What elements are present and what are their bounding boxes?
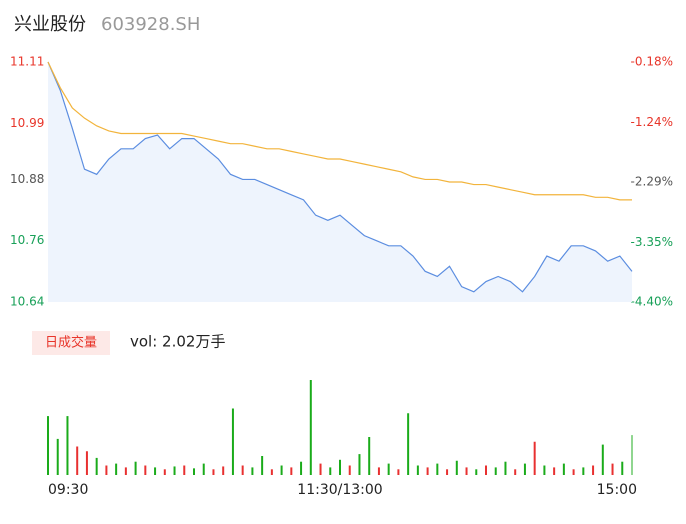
volume-bar	[446, 469, 449, 475]
volume-bar	[416, 465, 419, 475]
stock-name: 兴业股份	[14, 14, 86, 35]
volume-bar	[407, 413, 410, 475]
volume-bar	[261, 456, 264, 475]
volume-bar	[251, 467, 254, 475]
y2-tick-label: -1.24%	[631, 115, 673, 129]
volume-bar	[358, 454, 361, 475]
volume-bar	[621, 461, 624, 475]
volume-bar	[601, 444, 604, 475]
volume-bar	[485, 465, 487, 475]
volume-bar	[163, 469, 166, 475]
y-tick-label: 10.64	[10, 295, 44, 309]
volume-bar	[154, 467, 157, 475]
volume-bar	[329, 467, 332, 475]
volume-bar	[455, 460, 458, 475]
y-tick-label: 10.88	[10, 172, 44, 186]
volume-bar	[339, 459, 341, 475]
volume-bar	[300, 461, 303, 475]
y2-tick-label: -0.18%	[631, 55, 673, 69]
volume-bar	[572, 469, 575, 475]
volume-bar	[66, 416, 69, 475]
volume-bar	[173, 466, 176, 475]
volume-bar	[562, 463, 565, 475]
series-line	[47, 61, 632, 201]
volume-bar	[290, 467, 293, 475]
volume-bar	[134, 461, 137, 475]
volume-bar	[582, 467, 585, 475]
volume-bar	[533, 441, 536, 475]
series-line	[47, 61, 633, 293]
volume-bar	[504, 461, 507, 475]
volume-bar	[426, 467, 429, 475]
volume-bar	[368, 437, 371, 475]
volume-bar	[436, 463, 439, 475]
volume-total: vol: 2.02万手	[130, 333, 225, 351]
volume-bar	[592, 465, 595, 475]
volume-bar	[231, 408, 234, 475]
volume-bar	[631, 435, 633, 475]
volume-bar	[319, 463, 322, 475]
volume-bar	[95, 457, 98, 475]
volume-bar	[144, 465, 147, 475]
volume-bar	[543, 465, 546, 475]
stock-code: 603928.SH	[101, 14, 200, 35]
y-tick-label: 10.76	[10, 233, 44, 247]
volume-bar	[377, 467, 380, 475]
volume-bar	[465, 467, 468, 475]
volume-bar	[47, 416, 49, 475]
volume-bar	[280, 465, 283, 475]
volume-bar	[514, 469, 517, 475]
volume-bar	[202, 463, 205, 475]
volume-bar	[183, 465, 186, 475]
price-area	[48, 62, 632, 302]
volume-bar	[76, 446, 79, 475]
volume-bar	[85, 451, 88, 475]
y2-tick-label: -4.40%	[631, 295, 673, 309]
x-tick-label: 11:30/13:00	[297, 482, 382, 498]
x-tick-label: 15:00	[597, 482, 637, 498]
volume-bar	[241, 465, 244, 475]
volume-bar	[611, 463, 614, 475]
volume-bar	[475, 469, 478, 475]
volume-title: 日成交量	[45, 335, 97, 351]
y2-tick-label: -3.35%	[631, 235, 673, 249]
volume-bar	[212, 469, 215, 475]
volume-bar	[105, 465, 108, 475]
volume-bar	[193, 468, 195, 475]
volume-bar	[553, 467, 556, 475]
volume-bar	[523, 463, 526, 475]
volume-bar	[115, 463, 118, 475]
volume-badge	[32, 331, 110, 355]
y-tick-label: 10.99	[10, 116, 44, 130]
volume-bar	[222, 466, 225, 475]
volume-bar	[397, 469, 400, 475]
volume-bar	[270, 469, 273, 475]
volume-bar	[56, 438, 59, 475]
volume-bar	[124, 467, 127, 475]
volume-bar	[348, 465, 351, 475]
y2-tick-label: -2.29%	[631, 175, 673, 189]
volume-bar	[387, 463, 390, 475]
volume-bar	[309, 380, 312, 475]
y-tick-label: 11.11	[10, 55, 44, 69]
volume-bar	[494, 467, 497, 475]
x-tick-label: 09:30	[48, 482, 88, 498]
